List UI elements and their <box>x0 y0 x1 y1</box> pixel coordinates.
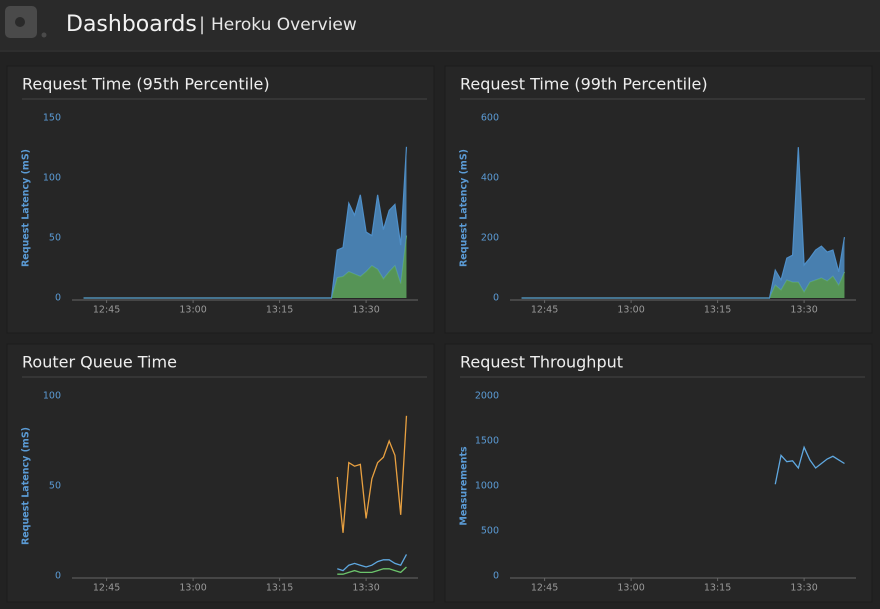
y-tick-label: 1500 <box>475 436 499 447</box>
x-tick-label: 12:45 <box>93 583 120 594</box>
x-tick-label: 13:00 <box>179 305 206 316</box>
y-tick-label: 1000 <box>475 481 499 492</box>
x-tick-label: 13:30 <box>790 583 817 594</box>
header-separator: | <box>199 14 205 35</box>
area-edge <box>83 146 408 299</box>
x-tick-label: 13:15 <box>266 583 293 594</box>
panel: Router Queue Time Request Latency (mS) 0 50… <box>6 343 435 603</box>
y-tick-label: 200 <box>481 233 499 244</box>
header-bar <box>0 0 880 50</box>
area-edge <box>521 147 846 299</box>
y-tick-label: 100 <box>43 391 61 402</box>
y-tick-label: 0 <box>55 571 61 582</box>
panel-title: Request Time (99th Percentile) <box>460 75 708 94</box>
panel-title: Request Time (95th Percentile) <box>22 75 270 94</box>
header-subtitle: Heroku Overview <box>211 15 357 35</box>
x-tick-label: 13:15 <box>704 305 731 316</box>
panel: Request Time (99th Percentile) Request La… <box>444 65 873 334</box>
x-tick-label: 12:45 <box>531 305 558 316</box>
y-tick-label: 100 <box>43 173 61 184</box>
line <box>337 554 408 572</box>
logo-accent <box>41 32 47 38</box>
area <box>521 271 845 298</box>
y-tick-label: 50 <box>49 481 61 492</box>
y-tick-label: 500 <box>481 526 499 537</box>
y-tick-label: 0 <box>55 293 61 304</box>
line <box>774 445 845 485</box>
x-tick-label: 13:00 <box>179 583 206 594</box>
x-tick-label: 13:00 <box>617 305 644 316</box>
y-tick-label: 400 <box>481 173 499 184</box>
x-tick-label: 13:30 <box>352 583 379 594</box>
panel-title: Request Throughput <box>460 353 623 372</box>
panel: Request Throughput Measurements 0 500 1000 15… <box>444 343 873 603</box>
y-axis-label: Measurements <box>459 446 470 525</box>
panel: Request Time (95th Percentile) Request La… <box>6 65 435 334</box>
area <box>83 235 407 298</box>
x-tick-label: 13:15 <box>266 305 293 316</box>
panel-title: Router Queue Time <box>22 353 177 372</box>
y-axis-label: Request Latency (mS) <box>21 149 32 267</box>
line <box>336 415 408 533</box>
y-tick-label: 0 <box>493 571 499 582</box>
x-tick-label: 12:45 <box>93 305 120 316</box>
y-axis-label: Request Latency (mS) <box>21 427 32 545</box>
y-tick-label: 150 <box>43 113 61 124</box>
x-tick-label: 13:00 <box>617 583 644 594</box>
y-tick-label: 50 <box>49 233 61 244</box>
x-tick-label: 13:30 <box>352 305 379 316</box>
line <box>337 566 407 575</box>
y-axis-label: Request Latency (mS) <box>459 149 470 267</box>
y-tick-label: 2000 <box>475 391 499 402</box>
x-tick-label: 13:30 <box>790 305 817 316</box>
panel-box <box>6 343 435 603</box>
header-title[interactable]: Dashboards <box>66 12 197 37</box>
x-tick-label: 13:15 <box>704 583 731 594</box>
panel-box <box>444 343 873 603</box>
logo-dot <box>15 17 25 27</box>
x-tick-label: 12:45 <box>531 583 558 594</box>
y-tick-label: 600 <box>481 113 499 124</box>
logo[interactable] <box>5 6 47 38</box>
y-tick-label: 0 <box>493 293 499 304</box>
